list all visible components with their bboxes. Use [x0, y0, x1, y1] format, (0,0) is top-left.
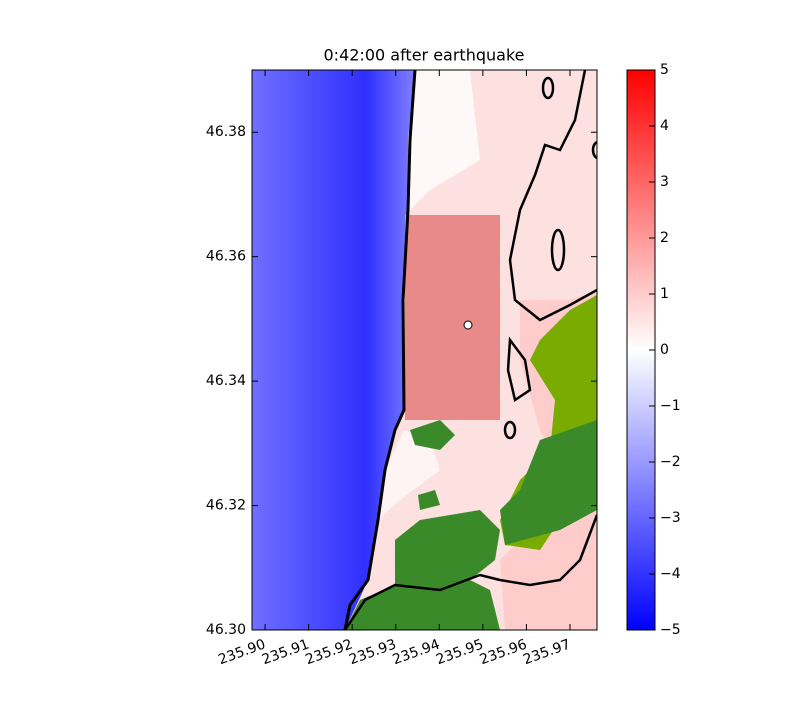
forest — [395, 510, 500, 590]
gauge-marker — [463, 320, 473, 330]
x-tick-label: 235.97 — [521, 636, 573, 668]
y-tick-label: 46.34 — [206, 373, 246, 389]
colorbar-tick-label: 2 — [660, 230, 669, 246]
colorbar-tick-label: −2 — [660, 454, 681, 470]
speckled-zone — [405, 215, 500, 420]
forest — [345, 580, 500, 630]
contour — [343, 514, 597, 630]
colorbar-tick-label: 0 — [660, 342, 669, 358]
colorbar-tick-label: 5 — [660, 62, 669, 78]
colorbar-tick-label: 1 — [660, 286, 669, 302]
y-tick-label: 46.38 — [206, 124, 246, 140]
sea — [252, 70, 415, 630]
chart-title: 0:42:00 after earthquake — [324, 46, 525, 65]
contour — [550, 228, 566, 272]
contour — [541, 76, 555, 100]
contour — [508, 70, 597, 322]
forest — [418, 490, 440, 510]
colorbar-tick-label: 4 — [660, 118, 669, 134]
colorbar-tick-label: −1 — [660, 398, 681, 414]
colorbar-tick-label: −4 — [660, 566, 681, 582]
y-tick-label: 46.32 — [206, 498, 246, 514]
y-tick-label: 46.36 — [206, 249, 246, 265]
forest — [410, 420, 455, 450]
colorbar-tick-label: −3 — [660, 510, 681, 526]
colorbar-tick-label: 3 — [660, 174, 669, 190]
contour — [591, 140, 597, 160]
white-zone — [378, 430, 440, 520]
y-tick-label: 46.30 — [206, 622, 246, 638]
map-field — [252, 70, 597, 630]
axes-frame — [251, 69, 598, 631]
contour — [343, 70, 417, 630]
white-zone — [408, 70, 480, 210]
forest — [500, 420, 597, 545]
contour — [506, 336, 532, 403]
contour — [503, 420, 517, 440]
colorbar-tick-label: −5 — [660, 622, 681, 638]
